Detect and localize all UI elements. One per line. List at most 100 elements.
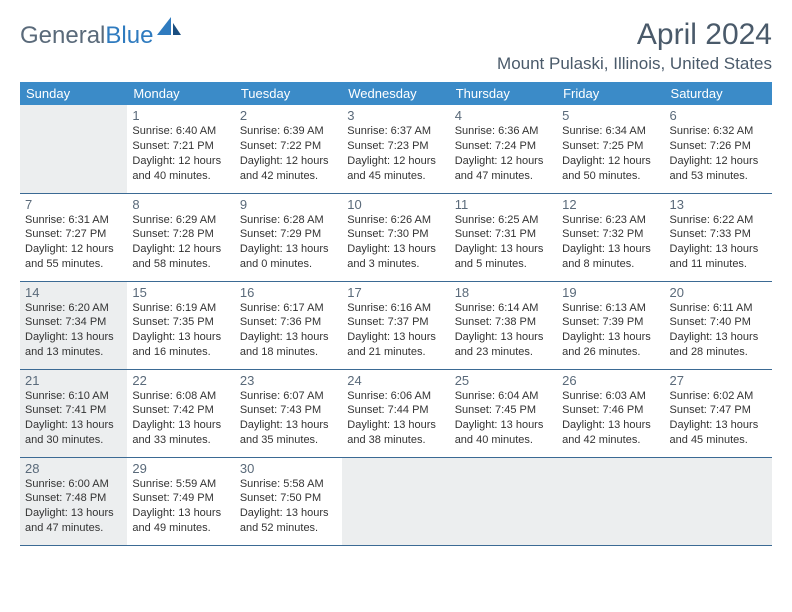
day-cell: 20Sunrise: 6:11 AMSunset: 7:40 PMDayligh…: [665, 281, 772, 369]
day-cell: 13Sunrise: 6:22 AMSunset: 7:33 PMDayligh…: [665, 193, 772, 281]
sunset-text: Sunset: 7:47 PM: [670, 403, 767, 418]
day-cell: 30Sunrise: 5:58 AMSunset: 7:50 PMDayligh…: [235, 457, 342, 545]
sunrise-text: Sunrise: 6:34 AM: [562, 124, 659, 139]
sunset-text: Sunset: 7:43 PM: [240, 403, 337, 418]
sunrise-text: Sunrise: 6:19 AM: [132, 301, 229, 316]
daylight-text: Daylight: 13 hours and 5 minutes.: [455, 242, 552, 272]
day-number: 10: [347, 197, 444, 212]
day-info: Sunrise: 6:11 AMSunset: 7:40 PMDaylight:…: [670, 301, 767, 360]
day-info: Sunrise: 6:40 AMSunset: 7:21 PMDaylight:…: [132, 124, 229, 183]
sunset-text: Sunset: 7:21 PM: [132, 139, 229, 154]
calendar-week-row: 7Sunrise: 6:31 AMSunset: 7:27 PMDaylight…: [20, 193, 772, 281]
daylight-text: Daylight: 12 hours and 53 minutes.: [670, 154, 767, 184]
day-cell: 10Sunrise: 6:26 AMSunset: 7:30 PMDayligh…: [342, 193, 449, 281]
day-info: Sunrise: 6:20 AMSunset: 7:34 PMDaylight:…: [25, 301, 122, 360]
day-number: 2: [240, 108, 337, 123]
day-number: 26: [562, 373, 659, 388]
sunrise-text: Sunrise: 6:40 AM: [132, 124, 229, 139]
sunrise-text: Sunrise: 6:32 AM: [670, 124, 767, 139]
day-cell: 14Sunrise: 6:20 AMSunset: 7:34 PMDayligh…: [20, 281, 127, 369]
empty-cell: [557, 457, 664, 545]
sunset-text: Sunset: 7:42 PM: [132, 403, 229, 418]
calendar-week-row: 14Sunrise: 6:20 AMSunset: 7:34 PMDayligh…: [20, 281, 772, 369]
sunrise-text: Sunrise: 6:00 AM: [25, 477, 122, 492]
sunrise-text: Sunrise: 6:10 AM: [25, 389, 122, 404]
day-cell: 1Sunrise: 6:40 AMSunset: 7:21 PMDaylight…: [127, 105, 234, 193]
daylight-text: Daylight: 12 hours and 58 minutes.: [132, 242, 229, 272]
sunset-text: Sunset: 7:49 PM: [132, 491, 229, 506]
logo-sail-icon: [157, 15, 183, 44]
sunset-text: Sunset: 7:33 PM: [670, 227, 767, 242]
daylight-text: Daylight: 12 hours and 40 minutes.: [132, 154, 229, 184]
day-cell: 3Sunrise: 6:37 AMSunset: 7:23 PMDaylight…: [342, 105, 449, 193]
day-cell: 23Sunrise: 6:07 AMSunset: 7:43 PMDayligh…: [235, 369, 342, 457]
daylight-text: Daylight: 13 hours and 3 minutes.: [347, 242, 444, 272]
day-cell: 7Sunrise: 6:31 AMSunset: 7:27 PMDaylight…: [20, 193, 127, 281]
day-number: 4: [455, 108, 552, 123]
location: Mount Pulaski, Illinois, United States: [497, 54, 772, 74]
sunrise-text: Sunrise: 6:26 AM: [347, 213, 444, 228]
day-info: Sunrise: 6:31 AMSunset: 7:27 PMDaylight:…: [25, 213, 122, 272]
day-cell: 2Sunrise: 6:39 AMSunset: 7:22 PMDaylight…: [235, 105, 342, 193]
sunrise-text: Sunrise: 6:11 AM: [670, 301, 767, 316]
day-number: 21: [25, 373, 122, 388]
sunrise-text: Sunrise: 6:37 AM: [347, 124, 444, 139]
day-number: 25: [455, 373, 552, 388]
daylight-text: Daylight: 13 hours and 40 minutes.: [455, 418, 552, 448]
day-number: 1: [132, 108, 229, 123]
sunrise-text: Sunrise: 6:04 AM: [455, 389, 552, 404]
sunset-text: Sunset: 7:39 PM: [562, 315, 659, 330]
daylight-text: Daylight: 13 hours and 47 minutes.: [25, 506, 122, 536]
day-number: 19: [562, 285, 659, 300]
day-cell: 22Sunrise: 6:08 AMSunset: 7:42 PMDayligh…: [127, 369, 234, 457]
day-info: Sunrise: 6:22 AMSunset: 7:33 PMDaylight:…: [670, 213, 767, 272]
day-info: Sunrise: 6:28 AMSunset: 7:29 PMDaylight:…: [240, 213, 337, 272]
month-title: April 2024: [497, 18, 772, 52]
daylight-text: Daylight: 13 hours and 49 minutes.: [132, 506, 229, 536]
calendar-week-row: 21Sunrise: 6:10 AMSunset: 7:41 PMDayligh…: [20, 369, 772, 457]
day-number: 29: [132, 461, 229, 476]
sunset-text: Sunset: 7:44 PM: [347, 403, 444, 418]
day-number: 6: [670, 108, 767, 123]
daylight-text: Daylight: 13 hours and 18 minutes.: [240, 330, 337, 360]
day-info: Sunrise: 6:17 AMSunset: 7:36 PMDaylight:…: [240, 301, 337, 360]
day-cell: 6Sunrise: 6:32 AMSunset: 7:26 PMDaylight…: [665, 105, 772, 193]
day-info: Sunrise: 6:23 AMSunset: 7:32 PMDaylight:…: [562, 213, 659, 272]
day-number: 9: [240, 197, 337, 212]
sunset-text: Sunset: 7:35 PM: [132, 315, 229, 330]
sunrise-text: Sunrise: 6:36 AM: [455, 124, 552, 139]
sunset-text: Sunset: 7:50 PM: [240, 491, 337, 506]
sunset-text: Sunset: 7:32 PM: [562, 227, 659, 242]
title-block: April 2024 Mount Pulaski, Illinois, Unit…: [497, 18, 772, 74]
day-info: Sunrise: 6:00 AMSunset: 7:48 PMDaylight:…: [25, 477, 122, 536]
daylight-text: Daylight: 13 hours and 23 minutes.: [455, 330, 552, 360]
sunrise-text: Sunrise: 6:31 AM: [25, 213, 122, 228]
day-cell: 28Sunrise: 6:00 AMSunset: 7:48 PMDayligh…: [20, 457, 127, 545]
daylight-text: Daylight: 12 hours and 42 minutes.: [240, 154, 337, 184]
day-info: Sunrise: 6:37 AMSunset: 7:23 PMDaylight:…: [347, 124, 444, 183]
brand-part2: Blue: [105, 22, 153, 50]
daylight-text: Daylight: 13 hours and 21 minutes.: [347, 330, 444, 360]
sunset-text: Sunset: 7:23 PM: [347, 139, 444, 154]
day-number: 12: [562, 197, 659, 212]
day-number: 20: [670, 285, 767, 300]
sunset-text: Sunset: 7:26 PM: [670, 139, 767, 154]
sunset-text: Sunset: 7:27 PM: [25, 227, 122, 242]
daylight-text: Daylight: 13 hours and 26 minutes.: [562, 330, 659, 360]
day-cell: 18Sunrise: 6:14 AMSunset: 7:38 PMDayligh…: [450, 281, 557, 369]
sunrise-text: Sunrise: 6:03 AM: [562, 389, 659, 404]
day-number: 27: [670, 373, 767, 388]
day-number: 24: [347, 373, 444, 388]
day-info: Sunrise: 6:32 AMSunset: 7:26 PMDaylight:…: [670, 124, 767, 183]
sunrise-text: Sunrise: 6:25 AM: [455, 213, 552, 228]
day-info: Sunrise: 6:02 AMSunset: 7:47 PMDaylight:…: [670, 389, 767, 448]
empty-cell: [342, 457, 449, 545]
day-cell: 25Sunrise: 6:04 AMSunset: 7:45 PMDayligh…: [450, 369, 557, 457]
day-info: Sunrise: 6:06 AMSunset: 7:44 PMDaylight:…: [347, 389, 444, 448]
daylight-text: Daylight: 13 hours and 16 minutes.: [132, 330, 229, 360]
daylight-text: Daylight: 13 hours and 8 minutes.: [562, 242, 659, 272]
empty-cell: [665, 457, 772, 545]
weekday-header: Tuesday: [235, 82, 342, 105]
sunset-text: Sunset: 7:24 PM: [455, 139, 552, 154]
day-number: 14: [25, 285, 122, 300]
